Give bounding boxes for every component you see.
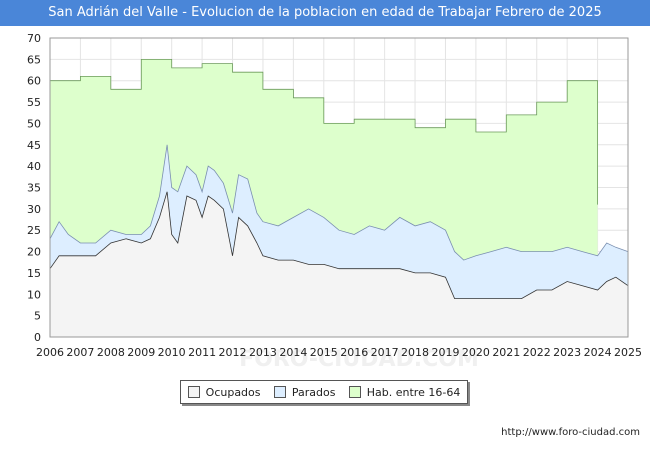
x-tick-label: 2019 — [431, 346, 459, 359]
y-tick-label: 35 — [27, 182, 41, 195]
legend-item-hab: Hab. entre 16-64 — [348, 385, 461, 399]
y-tick-label: 55 — [27, 96, 41, 109]
x-tick-label: 2020 — [462, 346, 490, 359]
legend-swatch-ocupados — [187, 386, 200, 398]
x-tick-label: 2009 — [127, 346, 155, 359]
legend-label-hab: Hab. entre 16-64 — [366, 385, 461, 399]
chart-plot: FORO-CIUDAD.COM0510152025303540455055606… — [27, 32, 642, 372]
legend-label-ocupados: Ocupados — [205, 385, 261, 399]
x-tick-label: 2008 — [97, 346, 125, 359]
y-tick-label: 65 — [27, 53, 41, 66]
x-tick-label: 2011 — [188, 346, 216, 359]
x-tick-label: 2016 — [340, 346, 368, 359]
y-tick-label: 20 — [27, 246, 41, 259]
y-tick-label: 10 — [27, 288, 41, 301]
y-tick-label: 40 — [27, 160, 41, 173]
x-tick-label: 2025 — [614, 346, 642, 359]
y-tick-label: 45 — [27, 139, 41, 152]
plot-frame — [49, 37, 629, 338]
x-tick-label: 2013 — [249, 346, 277, 359]
x-tick-label: 2014 — [279, 346, 307, 359]
x-tick-label: 2018 — [401, 346, 429, 359]
legend-item-ocupados: Ocupados — [187, 385, 261, 399]
x-tick-label: 2021 — [492, 346, 520, 359]
x-tick-label: 2006 — [36, 346, 64, 359]
y-tick-label: 70 — [27, 32, 41, 45]
y-tick-label: 15 — [27, 267, 41, 280]
line-parados — [49, 144, 629, 261]
x-tick-label: 2010 — [158, 346, 186, 359]
x-tick-label: 2022 — [523, 346, 551, 359]
line-ocupados — [49, 191, 629, 300]
x-tick-label: 2017 — [371, 346, 399, 359]
legend-label-parados: Parados — [291, 385, 336, 399]
y-tick-label: 25 — [27, 224, 41, 237]
footer-url[interactable]: http://www.foro-ciudad.com — [501, 427, 640, 438]
y-tick-label: 60 — [27, 75, 41, 88]
line-hab-entre-16-64 — [50, 59, 598, 205]
watermark-text: FORO-CIUDAD.COM — [239, 347, 479, 372]
legend-swatch-hab — [348, 386, 361, 398]
legend-swatch-parados — [273, 386, 286, 398]
x-tick-label: 2023 — [553, 346, 581, 359]
x-tick-label: 2012 — [219, 346, 247, 359]
y-tick-label: 0 — [34, 331, 41, 344]
legend-item-parados: Parados — [273, 385, 336, 399]
y-tick-label: 50 — [27, 117, 41, 130]
chart-legend: Ocupados Parados Hab. entre 16-64 — [180, 380, 468, 404]
chart-title: San Adrián del Valle - Evolucion de la p… — [0, 0, 650, 26]
y-tick-label: 30 — [27, 203, 41, 216]
area-ocupados — [50, 191, 628, 337]
x-tick-label: 2024 — [584, 346, 612, 359]
x-tick-label: 2007 — [66, 346, 94, 359]
y-tick-label: 5 — [34, 310, 41, 323]
x-tick-label: 2015 — [310, 346, 338, 359]
